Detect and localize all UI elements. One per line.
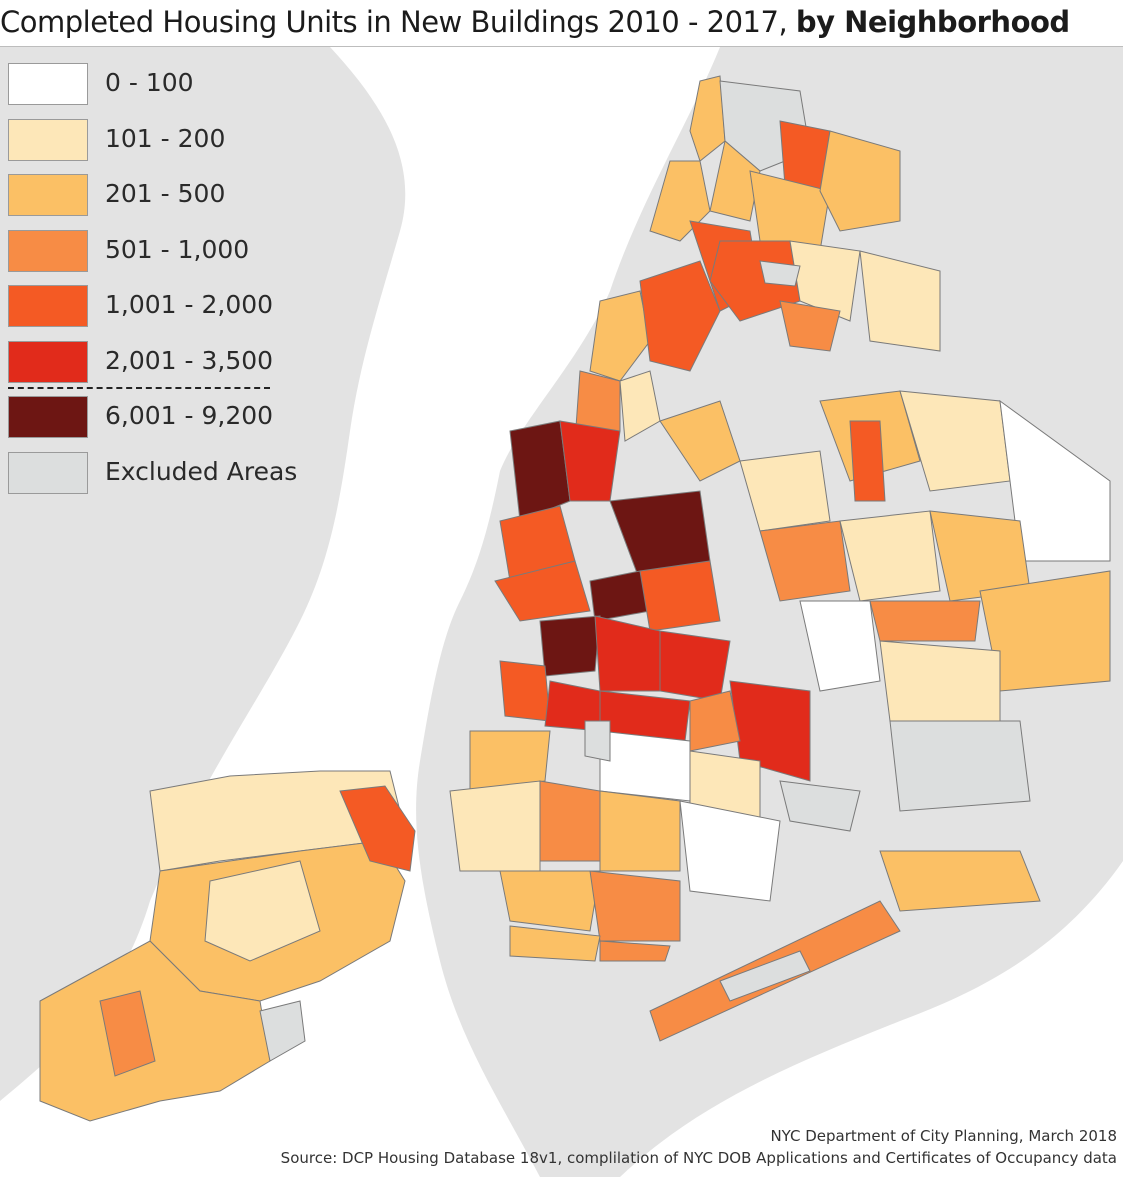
bk-sheepshead	[589, 870, 681, 942]
excluded-jamaica-bay	[779, 780, 861, 832]
staten-island	[39, 770, 416, 1122]
bk-downtown	[539, 615, 601, 677]
map-title: Completed Housing Units in New Buildings…	[0, 0, 1123, 44]
legend-label: 2,001 - 3,500	[105, 345, 274, 375]
legend-swatch	[8, 451, 88, 494]
si-mid-light	[204, 860, 321, 962]
legend-item: 0 - 100	[8, 63, 298, 119]
legend-label: 201 - 500	[105, 179, 226, 208]
legend-swatch	[8, 229, 88, 272]
map-frame: 0 - 100 101 - 200 201 - 500 501 - 1,000 …	[0, 46, 1123, 1177]
credits: NYC Department of City Planning, March 2…	[281, 1125, 1117, 1169]
bk-prospect-park	[584, 720, 611, 762]
mn-midtown-east	[559, 420, 621, 502]
mn-inwood	[689, 75, 726, 162]
legend-divider	[8, 387, 270, 389]
bx-east	[819, 130, 901, 232]
legend-swatch	[8, 118, 88, 161]
bk-bensonhurst	[499, 870, 601, 932]
bx-hunts-point	[779, 300, 841, 352]
bk-red-hook	[499, 660, 551, 722]
credit-line: NYC Department of City Planning, March 2…	[770, 1127, 1117, 1145]
map-title-regular: Completed Housing Units in New Buildings…	[0, 5, 788, 39]
bk-coney-island	[509, 925, 601, 962]
legend-swatch	[8, 396, 88, 438]
legend-item: 201 - 500	[8, 174, 298, 230]
legend-label: 6,001 - 9,200	[105, 401, 274, 430]
legend-item: 6,001 - 9,200	[8, 396, 298, 452]
si-fresh-kills	[259, 1000, 306, 1062]
legend: 0 - 100 101 - 200 201 - 500 501 - 1,000 …	[8, 63, 298, 507]
si-north-east	[339, 785, 416, 872]
qn-ozone-park	[799, 600, 881, 692]
legend-label: 1,001 - 2,000	[105, 290, 274, 319]
source-line: Source: DCP Housing Database 18v1, compl…	[280, 1149, 1117, 1167]
qn-breezy	[719, 950, 811, 1002]
legend-item: 2,001 - 3,500	[8, 340, 298, 397]
legend-swatch	[8, 63, 88, 105]
legend-swatch	[8, 340, 88, 383]
bx-kingsbridge	[709, 140, 761, 222]
bk-midwood	[599, 790, 681, 872]
legend-label: 101 - 200	[105, 123, 226, 153]
si-south	[39, 940, 271, 1122]
mn-ues	[619, 370, 661, 442]
mn-lower	[494, 560, 591, 622]
qn-bayside	[899, 390, 1011, 492]
map-title-bold: by Neighborhood	[795, 5, 1070, 39]
qn-forest-hills	[839, 510, 941, 602]
legend-swatch	[8, 285, 88, 327]
bx-south	[709, 240, 801, 322]
legend-item: 101 - 200	[8, 118, 298, 175]
bk-flatbush	[599, 730, 691, 802]
legend-label: 0 - 100	[105, 68, 194, 97]
legend-label: Excluded Areas	[105, 456, 298, 486]
bk-bay-ridge	[449, 780, 541, 872]
qn-jamaica	[869, 600, 981, 642]
si-south-orange	[99, 990, 156, 1077]
legend-label: 501 - 1,000	[105, 234, 250, 264]
legend-item: 501 - 1,000	[8, 229, 298, 286]
qn-rockaway-east	[879, 850, 1041, 912]
qn-jackson-heights	[739, 450, 831, 532]
qn-college-point	[849, 420, 886, 502]
bronx	[709, 80, 941, 352]
qn-little-neck	[999, 399, 1111, 562]
qn-elmhurst	[759, 520, 851, 602]
mn-uws-north	[589, 290, 651, 382]
bk-sunset-park	[469, 730, 551, 792]
bk-canarsie	[679, 800, 781, 902]
excluded-rikers	[759, 260, 801, 287]
legend-swatch	[8, 174, 88, 216]
choropleth-map	[0, 47, 1123, 1177]
bk-bushwick	[659, 630, 731, 702]
bk-borough-park	[539, 780, 601, 862]
qn-astoria	[659, 400, 741, 482]
bk-brighton	[599, 940, 671, 962]
bk-williamsburg	[639, 560, 721, 632]
qn-jfk	[889, 720, 1031, 812]
bk-brownsville	[689, 690, 741, 752]
qn-south-jamaica	[879, 640, 1001, 722]
mn-midtown-west	[509, 420, 571, 522]
mn-harlem	[639, 260, 721, 372]
bx-throgs	[859, 250, 941, 352]
legend-item: 1,001 - 2,000	[8, 285, 298, 341]
queens	[609, 390, 1111, 1042]
legend-item: Excluded Areas	[8, 451, 298, 508]
brooklyn	[449, 560, 811, 962]
